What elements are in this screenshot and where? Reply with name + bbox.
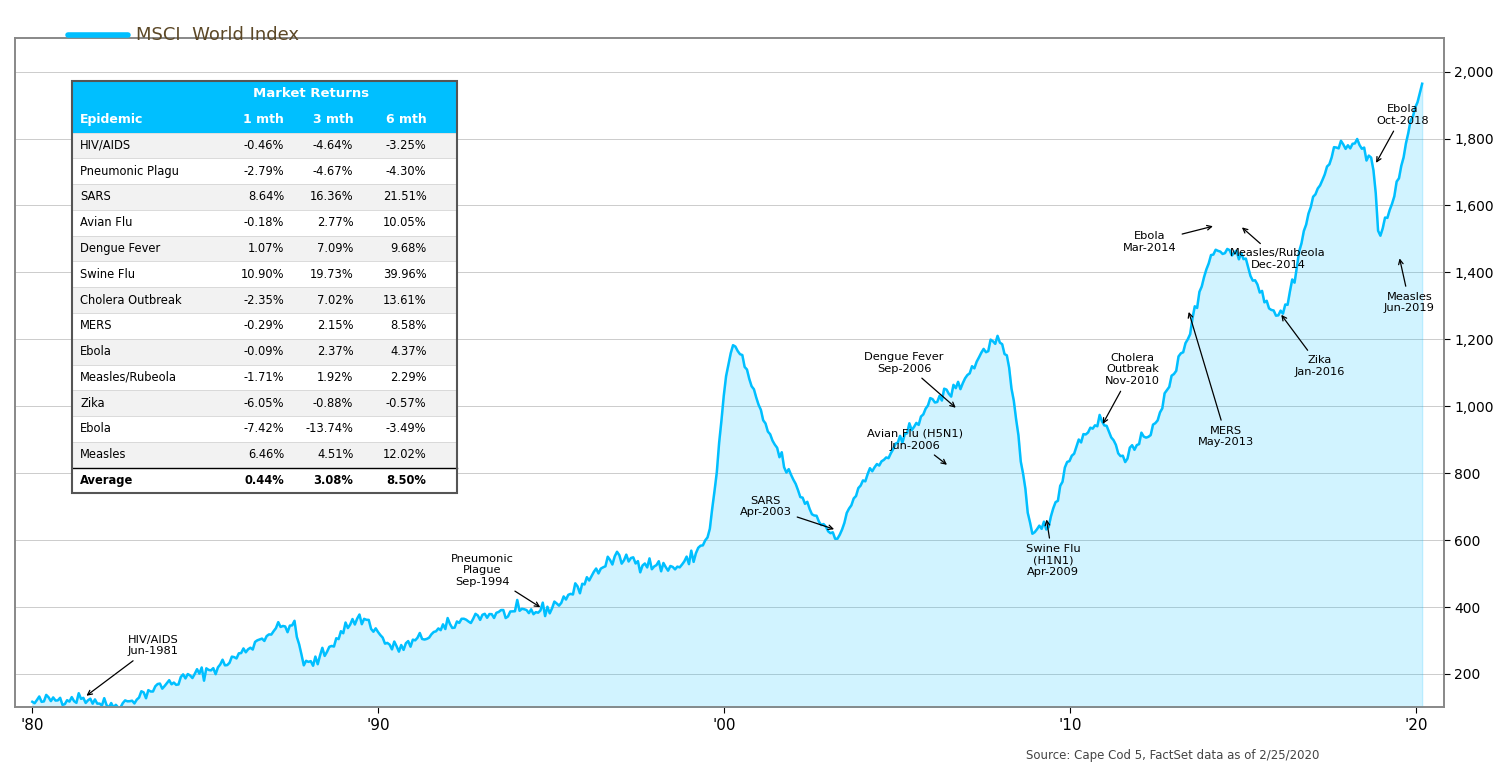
Text: -3.49%: -3.49% — [386, 423, 427, 436]
Text: 10.05%: 10.05% — [383, 216, 427, 229]
Text: HIV/AIDS: HIV/AIDS — [80, 139, 131, 152]
Text: -0.46%: -0.46% — [243, 139, 284, 152]
Text: -0.57%: -0.57% — [386, 397, 427, 409]
Text: Dengue Fever: Dengue Fever — [80, 242, 160, 255]
Text: 1.92%: 1.92% — [317, 371, 353, 384]
Text: 4.51%: 4.51% — [317, 448, 353, 461]
Text: Pneumonic Plagu: Pneumonic Plagu — [80, 165, 180, 177]
Text: Ebola: Ebola — [80, 423, 112, 436]
Text: SARS
Apr-2003: SARS Apr-2003 — [739, 496, 833, 530]
Text: 13.61%: 13.61% — [383, 294, 427, 307]
Text: -7.42%: -7.42% — [243, 423, 284, 436]
Bar — [72, 106, 457, 133]
Bar — [72, 261, 457, 288]
Text: 6 mth: 6 mth — [386, 113, 427, 126]
Bar — [72, 338, 457, 365]
Text: -0.18%: -0.18% — [243, 216, 284, 229]
Text: 3.08%: 3.08% — [314, 474, 353, 487]
Text: Cholera
Outbreak
Nov-2010: Cholera Outbreak Nov-2010 — [1103, 353, 1160, 423]
Text: Zika: Zika — [80, 397, 104, 409]
Text: Measles
Jun-2019: Measles Jun-2019 — [1384, 260, 1435, 313]
Bar — [72, 365, 457, 390]
Text: -2.79%: -2.79% — [243, 165, 284, 177]
Text: 19.73%: 19.73% — [309, 268, 353, 281]
Text: Measles/Rubeola: Measles/Rubeola — [80, 371, 177, 384]
Text: Swine Flu: Swine Flu — [80, 268, 136, 281]
Text: SARS: SARS — [80, 190, 110, 204]
Text: MERS: MERS — [80, 319, 113, 332]
Text: -2.35%: -2.35% — [243, 294, 284, 307]
Text: 4.37%: 4.37% — [389, 345, 427, 359]
Text: -3.25%: -3.25% — [386, 139, 427, 152]
Text: -6.05%: -6.05% — [243, 397, 284, 409]
Text: Market Returns: Market Returns — [254, 87, 370, 100]
Text: 21.51%: 21.51% — [383, 190, 427, 204]
Text: Measles: Measles — [80, 448, 127, 461]
Text: MERS
May-2013: MERS May-2013 — [1188, 313, 1254, 447]
Bar — [72, 236, 457, 261]
Text: 7.09%: 7.09% — [317, 242, 353, 255]
Text: 39.96%: 39.96% — [383, 268, 427, 281]
Text: -4.67%: -4.67% — [312, 165, 353, 177]
Text: 3 mth: 3 mth — [312, 113, 353, 126]
Bar — [72, 288, 457, 313]
Text: 8.50%: 8.50% — [386, 474, 427, 487]
Text: Ebola: Ebola — [80, 345, 112, 359]
Text: 8.64%: 8.64% — [247, 190, 284, 204]
Bar — [72, 133, 457, 158]
Text: 12.02%: 12.02% — [383, 448, 427, 461]
Text: Source: Cape Cod 5, FactSet data as of 2/25/2020: Source: Cape Cod 5, FactSet data as of 2… — [1026, 749, 1319, 763]
Text: -0.09%: -0.09% — [243, 345, 284, 359]
Text: 1.07%: 1.07% — [247, 242, 284, 255]
Text: Measles/Rubeola
Dec-2014: Measles/Rubeola Dec-2014 — [1230, 228, 1326, 270]
Text: Dengue Fever
Sep-2006: Dengue Fever Sep-2006 — [865, 352, 955, 407]
Text: 16.36%: 16.36% — [309, 190, 353, 204]
Text: Avian Flu: Avian Flu — [80, 216, 133, 229]
Text: Epidemic: Epidemic — [80, 113, 143, 126]
Bar — [72, 184, 457, 210]
Text: Pneumonic
Plague
Sep-1994: Pneumonic Plague Sep-1994 — [451, 554, 539, 607]
Text: 0.44%: 0.44% — [244, 474, 284, 487]
Bar — [72, 442, 457, 468]
Text: -4.30%: -4.30% — [386, 165, 427, 177]
Text: -13.74%: -13.74% — [305, 423, 353, 436]
Text: Ebola
Mar-2014: Ebola Mar-2014 — [1123, 225, 1212, 253]
Text: 8.58%: 8.58% — [389, 319, 427, 332]
Bar — [72, 390, 457, 416]
Text: Zika
Jan-2016: Zika Jan-2016 — [1283, 316, 1345, 377]
Text: Swine Flu
(H1N1)
Apr-2009: Swine Flu (H1N1) Apr-2009 — [1026, 521, 1080, 577]
Text: 6.46%: 6.46% — [247, 448, 284, 461]
Text: Ebola
Oct-2018: Ebola Oct-2018 — [1376, 104, 1429, 162]
Text: Avian Flu (H5N1)
Jun-2006: Avian Flu (H5N1) Jun-2006 — [866, 429, 963, 464]
Text: 2.77%: 2.77% — [317, 216, 353, 229]
Bar — [72, 81, 457, 106]
Text: -0.88%: -0.88% — [312, 397, 353, 409]
Text: 10.90%: 10.90% — [240, 268, 284, 281]
Text: -4.64%: -4.64% — [312, 139, 353, 152]
Text: -0.29%: -0.29% — [243, 319, 284, 332]
Text: HIV/AIDS
Jun-1981: HIV/AIDS Jun-1981 — [88, 635, 180, 695]
Bar — [72, 210, 457, 236]
Text: -1.71%: -1.71% — [243, 371, 284, 384]
Text: 9.68%: 9.68% — [391, 242, 427, 255]
Bar — [72, 416, 457, 442]
Text: 7.02%: 7.02% — [317, 294, 353, 307]
Bar — [72, 158, 457, 184]
Text: 1 mth: 1 mth — [243, 113, 284, 126]
Text: Average: Average — [80, 474, 133, 487]
Bar — [72, 468, 457, 493]
Bar — [72, 313, 457, 338]
Text: Cholera Outbreak: Cholera Outbreak — [80, 294, 181, 307]
Text: 2.15%: 2.15% — [317, 319, 353, 332]
Text: 2.37%: 2.37% — [317, 345, 353, 359]
Text: MSCI  World Index: MSCI World Index — [136, 25, 299, 44]
Text: 2.29%: 2.29% — [389, 371, 427, 384]
